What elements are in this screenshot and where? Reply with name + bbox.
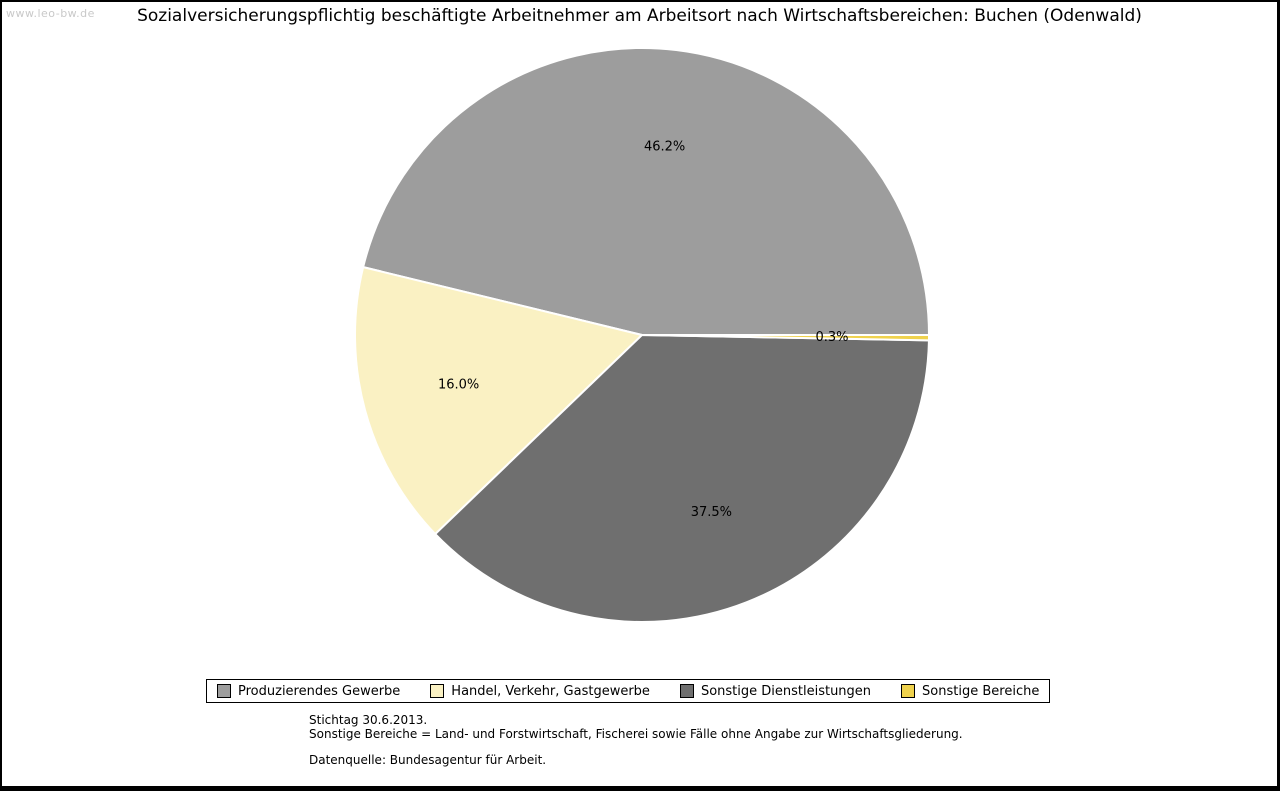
legend-swatch-produzierendes-gewerbe [217, 684, 231, 698]
legend-item: Handel, Verkehr, Gastgewerbe [430, 684, 650, 699]
pie-percentage-label-3: 0.3% [815, 330, 848, 345]
footnote-datenquelle: Datenquelle: Bundesagentur für Arbeit. [309, 753, 547, 767]
legend-item: Produzierendes Gewerbe [217, 684, 400, 699]
pie-slice-0 [361, 47, 931, 336]
footnotes: Stichtag 30.6.2013. Sonstige Bereiche = … [309, 713, 963, 767]
legend-swatch-sonstige-dienstleistungen [679, 684, 694, 698]
footnote-stichtag: Stichtag 30.6.2013. [309, 713, 428, 727]
legend-label: Produzierendes Gewerbe [238, 683, 401, 699]
pie-percentage-label-2: 37.5% [691, 505, 732, 520]
footnote-definition: Sonstige Bereiche = Land- und Forstwirts… [309, 727, 963, 741]
pie-percentage-label-1: 16.0% [438, 378, 479, 393]
legend-item: Sonstige Dienstleistungen [679, 683, 872, 699]
legend-swatch-sonstige-bereiche [901, 684, 916, 698]
legend-label: Sonstige Dienstleistungen [700, 683, 872, 699]
pie-slice-2 [433, 333, 930, 623]
watermark: www.leo-bw.de [6, 7, 95, 20]
legend-item: Sonstige Bereiche [901, 684, 1039, 699]
legend-swatch-handel-verkehr-gastgewerbe [430, 684, 445, 698]
pie-percentage-label-0: 46.2% [644, 139, 685, 154]
pie-slice-3 [641, 334, 931, 342]
legend-label: Handel, Verkehr, Gastgewerbe [451, 683, 650, 699]
chart-title: Sozialversicherungspflichtig beschäftigt… [137, 6, 1142, 26]
legend: Produzierendes Gewerbe Handel, Verkehr, … [206, 679, 1051, 703]
pie-slice-1 [353, 265, 645, 536]
legend-label: Sonstige Bereiche [922, 683, 1040, 699]
